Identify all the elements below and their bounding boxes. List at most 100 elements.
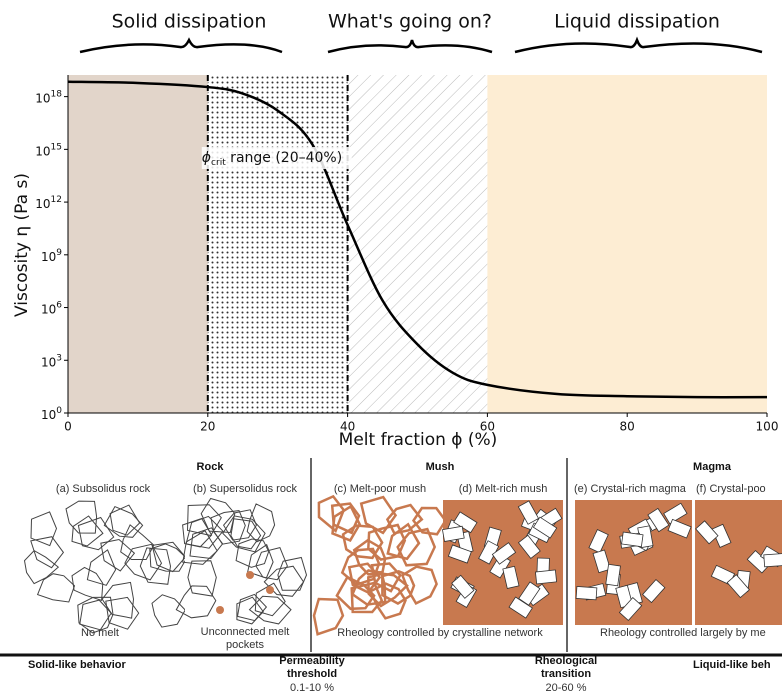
x-tick-label: 0: [64, 420, 72, 434]
crystal: [588, 529, 609, 554]
diagram: Rock Mush Magma (a) Subsolidus rock (b) …: [0, 458, 782, 694]
scale-label: Liquid-like beh: [693, 659, 771, 671]
header-label: Liquid dissipation: [554, 11, 720, 33]
grain: [247, 543, 274, 579]
plot: 0 20 40 60 80 100 100 103 106 109 1012 1015 1018 ϕcri…: [35, 75, 778, 434]
grain: [370, 562, 402, 593]
crystal: [518, 581, 541, 606]
panel-label: (e) Crystal-rich magma: [574, 483, 687, 495]
grain: [236, 596, 264, 625]
crystal: [618, 597, 643, 622]
grain: [277, 556, 308, 591]
header-label: What's going on?: [328, 11, 492, 33]
grain: [105, 596, 140, 630]
grain: [381, 569, 416, 605]
crystal: [535, 569, 558, 585]
scale-label: threshold: [287, 668, 337, 680]
grain: [368, 582, 407, 620]
melt-pocket: [246, 571, 254, 579]
grain: [386, 522, 421, 561]
grain: [124, 543, 163, 581]
grain: [151, 594, 186, 628]
annotation-subscript: crit: [211, 158, 226, 168]
panel-label: (d) Melt-rich mush: [459, 483, 548, 495]
grain: [139, 547, 172, 585]
y-axis-label: Viscosity η (Pa s): [12, 173, 32, 317]
grain: [182, 530, 218, 565]
grain: [100, 538, 136, 572]
region: [347, 75, 488, 413]
crystal: [605, 563, 621, 587]
grain: [335, 575, 376, 611]
crystal: [763, 553, 782, 568]
caption: pockets: [226, 639, 264, 651]
crystal: [491, 542, 517, 565]
group-label: Magma: [693, 461, 732, 473]
group-label: Rock: [197, 461, 225, 473]
grain: [101, 581, 135, 619]
grain: [77, 516, 115, 551]
grain: [187, 560, 217, 597]
x-tick-label: 80: [620, 420, 635, 434]
caption: Rheology controlled by crystalline netwo…: [337, 627, 543, 639]
grain: [210, 510, 246, 545]
grain: [186, 504, 222, 537]
crystal: [517, 534, 541, 559]
crystal: [695, 520, 719, 545]
melt-pocket: [266, 586, 274, 594]
grain: [385, 503, 424, 535]
crystal: [502, 565, 520, 589]
crystal: [711, 523, 732, 548]
grain: [120, 524, 155, 560]
crystal: [647, 507, 670, 533]
scale-label: Solid-like behavior: [28, 659, 127, 671]
grain: [396, 527, 437, 567]
header-label: Solid dissipation: [112, 11, 267, 33]
grain: [149, 543, 188, 572]
crystal: [642, 579, 666, 604]
annotation-text: range (20–40%): [226, 150, 342, 166]
crystal: [621, 531, 644, 548]
grain: [367, 572, 409, 608]
crystal: [532, 516, 558, 539]
x-tick-label: 40: [340, 420, 355, 434]
caption: No melt: [81, 627, 119, 639]
crystal: [508, 596, 533, 619]
crystal: [667, 518, 692, 539]
grain: [359, 495, 398, 535]
grain: [367, 523, 407, 561]
caption: Unconnected melt: [201, 626, 290, 638]
crystal: [575, 586, 598, 601]
grain: [246, 503, 276, 543]
grain: [400, 565, 438, 606]
x-axis-label: Melt fraction ϕ (%): [339, 430, 498, 450]
grain: [77, 596, 114, 634]
crystal: [663, 502, 688, 525]
region: [487, 75, 767, 413]
y-tick-label: 1015: [35, 142, 62, 158]
grain: [200, 497, 236, 534]
panel-label: (a) Subsolidus rock: [56, 483, 151, 495]
y-tick-label: 103: [41, 353, 62, 369]
annotation: ϕcrit range (20–40%): [202, 150, 342, 168]
grain: [30, 511, 58, 547]
annotation-symbol: ϕ: [202, 150, 211, 166]
grain: [30, 536, 65, 569]
grain: [230, 518, 262, 550]
scale-label: Permeability: [279, 655, 345, 667]
scale-label: 20-60 %: [546, 682, 587, 694]
grain: [86, 549, 117, 586]
crystal: [451, 574, 475, 599]
grain: [312, 597, 345, 636]
annotation-box: [201, 147, 352, 169]
grain: [71, 515, 104, 547]
scale-label: 0.1-10 %: [290, 682, 334, 694]
panel-label: (b) Supersolidus rock: [193, 483, 297, 495]
grain: [175, 585, 217, 619]
y-tick-label: 109: [41, 247, 62, 263]
crystal: [447, 544, 472, 564]
grain: [350, 581, 384, 614]
y-tick-label: 106: [41, 300, 62, 316]
grain: [189, 527, 224, 560]
